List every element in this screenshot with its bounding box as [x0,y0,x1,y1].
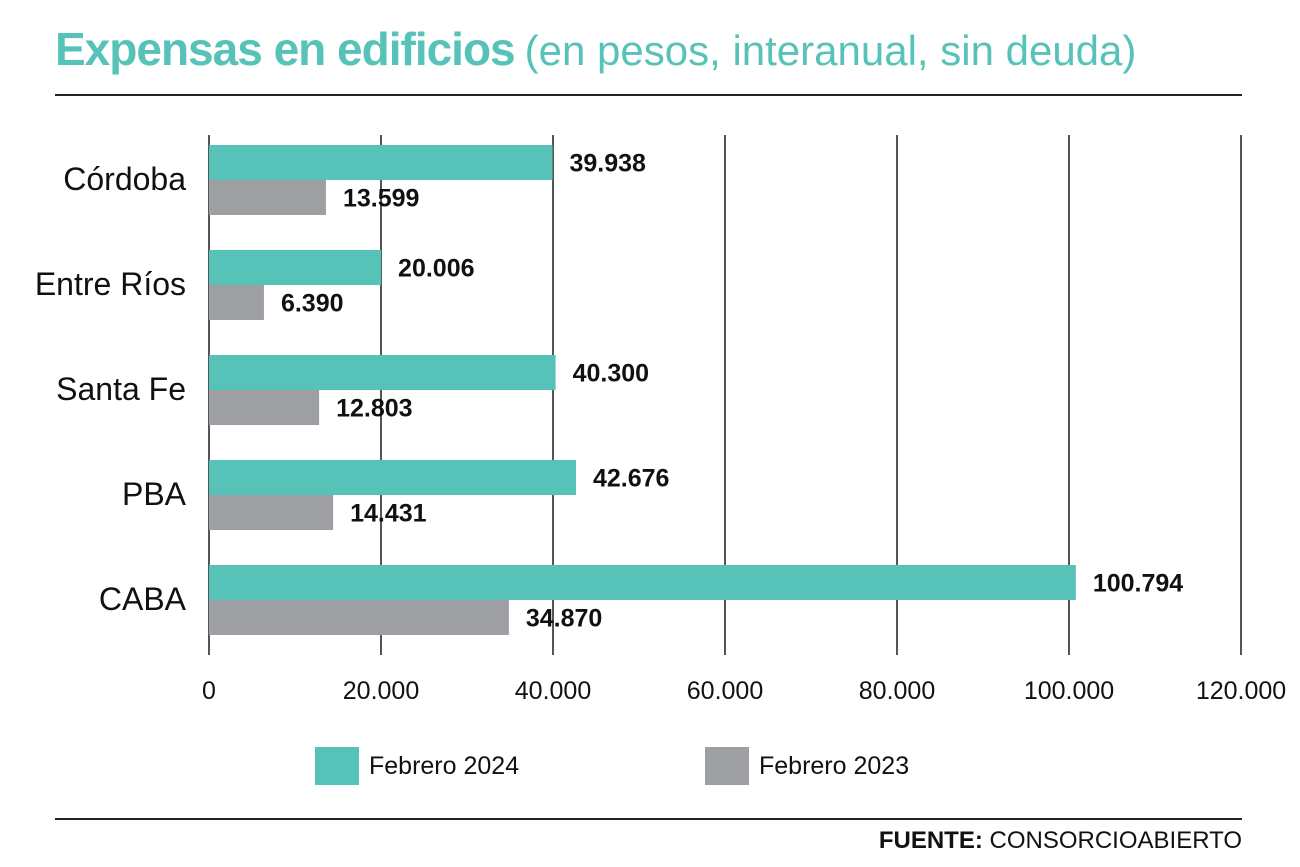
category-label: Córdoba [63,161,186,197]
top-divider [55,94,1242,96]
x-tick-label: 100.000 [1024,677,1114,705]
legend-item-2023: Febrero 2023 [705,747,909,785]
data-label-2023: 12.803 [336,395,412,423]
legend-label-2024: Febrero 2024 [369,751,520,780]
bottom-divider [55,818,1242,820]
bar-2023 [209,390,320,425]
data-label-2023: 34.870 [526,605,602,633]
category-label: PBA [122,476,187,512]
data-label-2024: 39.938 [569,150,646,178]
chart-title: Expensas en edificios [55,23,516,75]
bar-2024 [209,460,577,495]
source-note: FUENTE: CONSORCIOABIERTO [879,827,1242,855]
legend: Febrero 2024 Febrero 2023 [315,747,1015,787]
data-label-2024: 40.300 [573,360,649,388]
data-label-2024: 100.794 [1093,570,1183,598]
legend-swatch-2023 [705,747,749,785]
data-label-2024: 42.676 [593,465,669,493]
bar-2023 [209,600,509,635]
x-tick-label: 60.000 [687,677,763,705]
legend-label-2023: Febrero 2023 [759,751,910,780]
source-value: CONSORCIOABIERTO [989,827,1243,854]
bar-2024 [209,145,553,180]
category-label: Entre Ríos [35,266,186,302]
data-label-2024: 20.006 [398,255,474,283]
data-label-2023: 13.599 [343,185,419,213]
x-tick-label: 80.000 [859,677,935,705]
bar-2024 [209,565,1076,600]
chart-title-row: Expensas en edificios (en pesos, interanu… [55,22,1136,76]
data-label-2023: 14.431 [350,500,427,528]
chart-subtitle: (en pesos, interanual, sin deuda) [524,27,1137,74]
category-label: Santa Fe [56,371,186,407]
data-label-2023: 6.390 [281,290,344,318]
category-label: CABA [99,581,187,617]
source-label: FUENTE: [878,827,983,854]
x-tick-label: 0 [202,677,216,705]
bar-2023 [209,495,334,530]
legend-swatch-2024 [315,747,359,785]
bar-2023 [209,180,326,215]
bar-chart: 0 20.000 40.000 60.000 80.000 100.000 120.000 C… [35,135,1286,705]
bar-2024 [209,355,556,390]
bar-2023 [209,285,264,320]
x-tick-label: 120.000 [1196,677,1286,705]
x-tick-label: 20.000 [343,677,419,705]
bar-2024 [209,250,382,285]
legend-item-2024: Febrero 2024 [315,747,519,785]
x-tick-label: 40.000 [515,677,591,705]
